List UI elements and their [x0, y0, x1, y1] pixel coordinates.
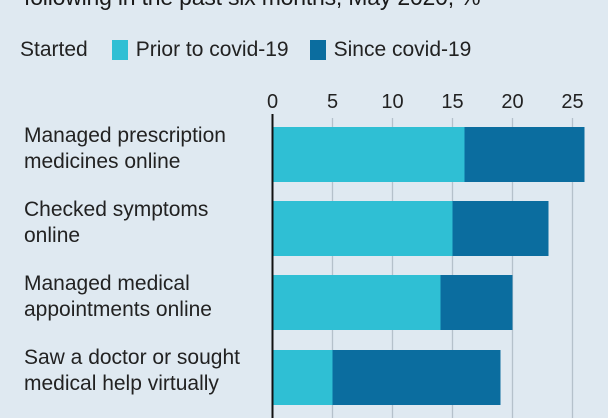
category-label-3: Saw a doctor or sought medical help virtu…	[24, 345, 264, 397]
x-tick-label-15: 15	[441, 91, 463, 113]
bar-since-0	[464, 127, 585, 182]
category-label-1: Checked symptoms online	[24, 197, 264, 249]
category-label-line: medical help virtually	[24, 372, 219, 395]
category-label-line: appointments online	[24, 298, 212, 321]
category-label-line: Managed medical	[24, 272, 190, 295]
legend-label-since: Since covid-19	[333, 38, 472, 61]
chart-subtitle: following in the past six months, May 20…	[24, 0, 481, 11]
bar-prior-0	[272, 127, 465, 182]
x-tick-label-25: 25	[561, 91, 583, 113]
category-label-line: online	[24, 224, 81, 247]
legend-swatch-prior	[111, 40, 128, 60]
category-label-line: medicines online	[24, 150, 181, 173]
category-label-line: Checked symptoms	[24, 198, 209, 221]
legend-swatch-since	[309, 40, 326, 60]
bar-since-2	[440, 275, 513, 330]
legend-title: Started	[20, 38, 88, 61]
bar-since-1	[452, 201, 549, 256]
category-label-line: Managed prescription	[24, 124, 226, 147]
legend: Started Prior to covid-19 Since covid-19	[20, 38, 492, 62]
bar-prior-3	[272, 350, 333, 405]
bar-prior-1	[272, 201, 453, 256]
legend-label-prior: Prior to covid-19	[135, 38, 289, 61]
category-label-2: Managed medical appointments online	[24, 271, 264, 323]
category-label-line: Saw a doctor or sought	[24, 346, 240, 369]
bar-prior-2	[272, 275, 441, 330]
x-tick-label-10: 10	[381, 91, 403, 113]
legend-item-prior: Prior to covid-19	[111, 38, 289, 62]
category-label-0: Managed prescription medicines online	[24, 123, 264, 175]
x-tick-label-5: 5	[327, 91, 338, 113]
bar-since-3	[332, 350, 501, 405]
x-tick-label-0: 0	[267, 91, 278, 113]
x-tick-label-20: 20	[501, 91, 523, 113]
legend-item-since: Since covid-19	[309, 38, 472, 62]
